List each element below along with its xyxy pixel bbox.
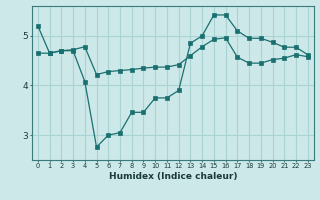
X-axis label: Humidex (Indice chaleur): Humidex (Indice chaleur) <box>108 172 237 181</box>
